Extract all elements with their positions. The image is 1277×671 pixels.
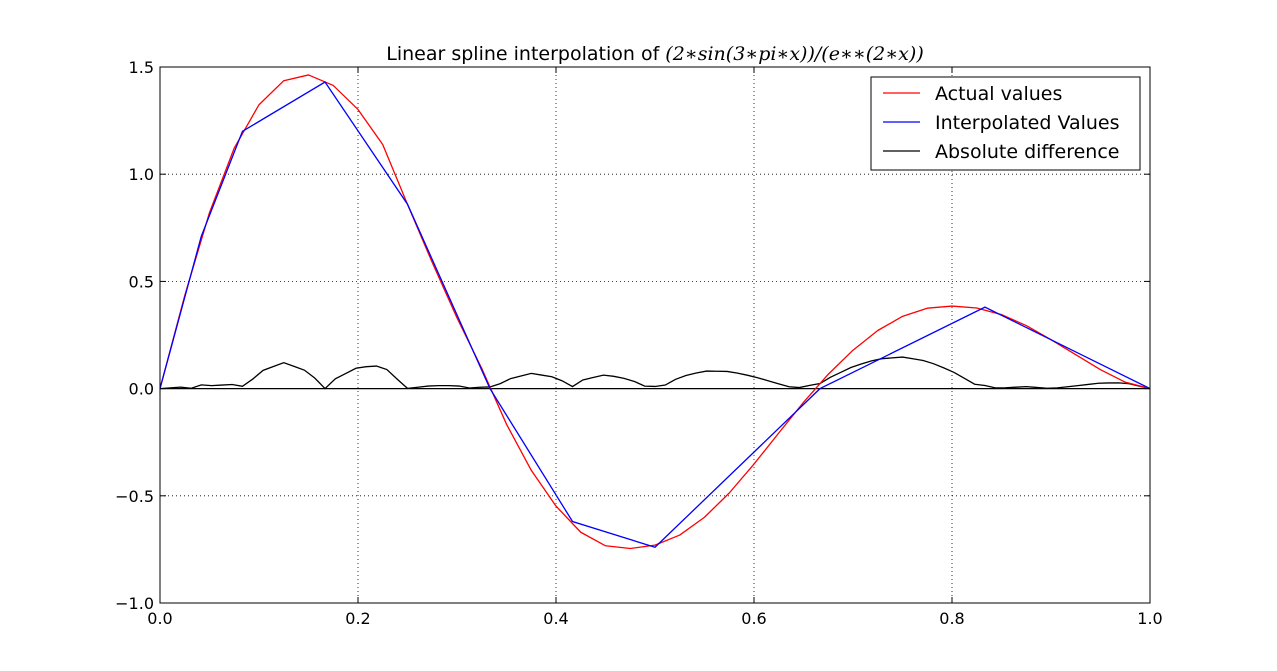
y-tick-label: 1.0	[129, 165, 154, 184]
x-tick-label: 0.2	[345, 609, 370, 628]
chart-title: Linear spline interpolation of (2∗sin(3∗…	[386, 43, 923, 65]
x-tick-label: 0.6	[741, 609, 766, 628]
series-line-absolute-difference	[159, 356, 1151, 390]
y-tick-label: 1.5	[129, 58, 154, 77]
chart-title-text: Linear spline interpolation of	[386, 43, 665, 65]
ticks: 0.0 0.2 0.4 0.6 0.8 1.0 −1.0 −0.5 0.0 0.5 1.0 1.5	[115, 58, 1163, 628]
x-tick-label: 0.4	[543, 609, 568, 628]
series-line-interpolated-values	[159, 81, 1151, 548]
y-tick-label: −1.0	[115, 594, 154, 613]
series-layer	[159, 74, 1151, 550]
chart-title-math: (2∗sin(3∗pi∗x))/(e∗∗(2∗x))	[665, 43, 923, 65]
y-tick-label: 0.0	[129, 380, 154, 399]
x-tick-label: 1.0	[1137, 609, 1162, 628]
x-tick-label: 0.0	[147, 609, 172, 628]
legend-label-interpolated: Interpolated Values	[935, 112, 1120, 134]
legend: Actual values Interpolated Values Absolu…	[870, 76, 1141, 171]
y-tick-label: −0.5	[115, 487, 154, 506]
legend-label-difference: Absolute difference	[935, 141, 1119, 163]
x-tick-label: 0.8	[939, 609, 964, 628]
y-tick-label: 0.5	[129, 272, 154, 291]
plot-frame	[159, 66, 1151, 604]
legend-label-actual: Actual values	[935, 83, 1062, 105]
